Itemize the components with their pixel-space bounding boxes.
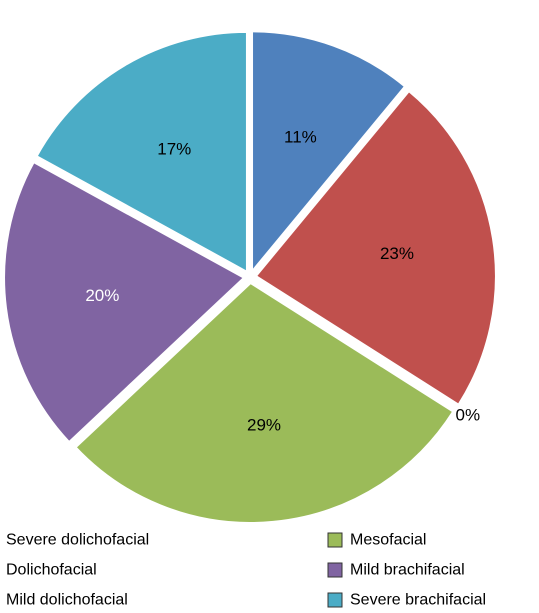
legend-item-mesofacial: Mesofacial [327,532,426,549]
slice-label-mild-brachifacial: 20% [85,286,119,305]
slice-label-severe-brachifacial: 17% [157,139,191,158]
slice-label-dolichofacial: 23% [380,244,414,263]
legend-item-dolichofacial: Dolichofacial [6,562,97,579]
legend-label: Mesofacial [350,532,426,549]
slice-label-severe-dolichofacial: 11% [284,127,317,146]
legend-label: Severe brachifacial [350,592,486,609]
slice-label-mesofacial: 29% [247,416,281,435]
pie-slice-labels: 11% 23% 0% 29% 20% 17% [85,127,480,434]
slice-label-mild-dolichofacial: 0% [456,406,481,425]
pie-slice-severe-brachifacial [35,30,248,274]
legend-item-mild-brachifacial: Mild brachifacial [327,562,465,579]
legend-swatch [327,592,343,608]
pie-slice-mild-brachifacial [3,160,246,444]
pie-slices [3,30,497,524]
legend-swatch [327,562,343,578]
pie-slice-severe-dolichofacial [251,30,407,275]
pie-slice-mesofacial [74,281,455,524]
legend-item-severe-brachifacial: Severe brachifacial [327,592,486,609]
legend-label: Mild brachifacial [350,562,465,579]
legend-item-severe-dolichofacial: Severe dolichofacial [6,532,149,549]
legend-item-mild-dolichofacial: Mild dolichofacial [6,592,128,609]
legend-label: Severe dolichofacial [6,532,149,549]
legend-label: Dolichofacial [6,562,97,579]
legend-label: Mild dolichofacial [6,592,128,609]
pie-slice-dolichofacial [254,89,497,407]
legend-swatch [327,532,343,548]
chart-legend: Severe dolichofacial Mesofacial Dolichofac… [6,532,486,609]
